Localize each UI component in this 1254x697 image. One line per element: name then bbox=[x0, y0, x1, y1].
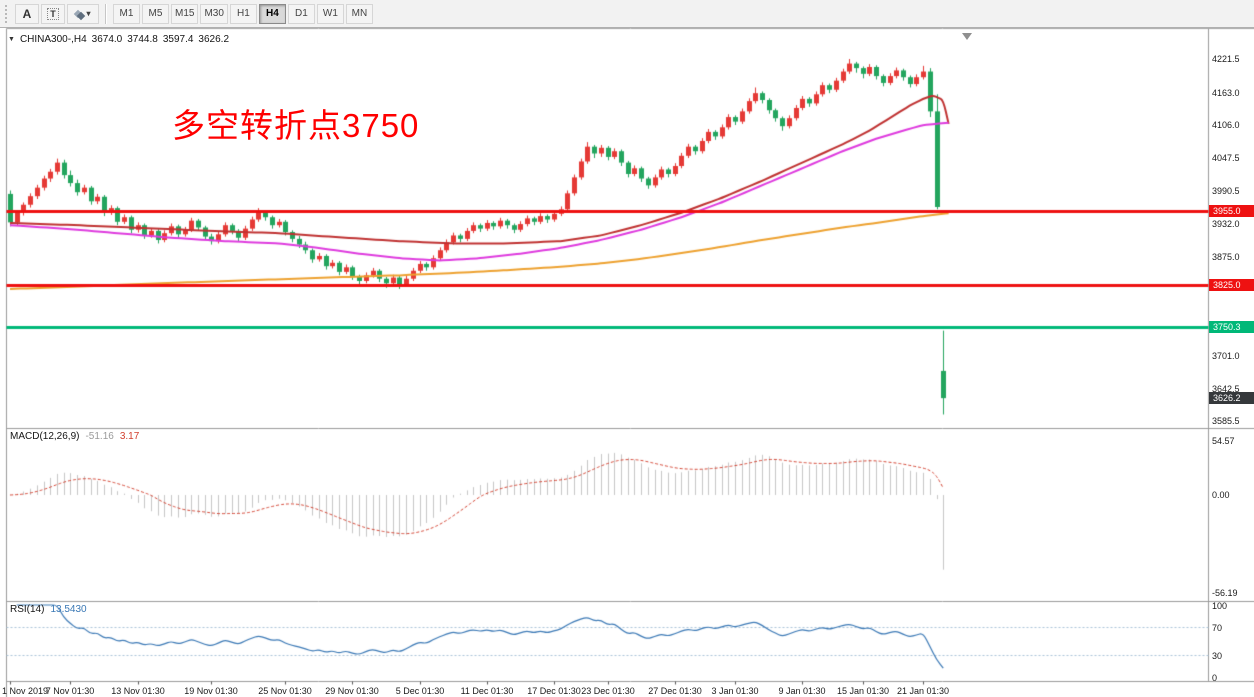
time-axis-label: 29 Nov 01:30 bbox=[325, 686, 379, 696]
chart-header: ▼ CHINA300-,H4 3674.0 3744.8 3597.4 3626… bbox=[8, 34, 229, 45]
macd-axis-label: -56.19 bbox=[1212, 588, 1238, 598]
symbol-period-label: CHINA300-,H4 bbox=[19, 34, 87, 45]
macd-value: -51.16 bbox=[85, 431, 114, 442]
rsi-axis-label: 30 bbox=[1212, 651, 1223, 661]
hline-price-tag: 3825.0 bbox=[1209, 279, 1254, 291]
price-axis-label: 3642.5 bbox=[1212, 384, 1240, 394]
macd-pane-label: MACD(12,26,9) -51.16 3.17 bbox=[10, 431, 139, 442]
rsi-value: 13.5430 bbox=[50, 604, 87, 615]
time-axis-label: 7 Nov 01:30 bbox=[45, 686, 95, 696]
hline-price-tag: 3750.3 bbox=[1209, 321, 1254, 333]
rsi-name: RSI(14) bbox=[10, 604, 45, 615]
chart-shift-marker-icon[interactable] bbox=[962, 33, 972, 40]
time-axis-label: 1 Nov 2019 bbox=[2, 686, 49, 696]
price-axis-label: 3932.0 bbox=[1212, 219, 1240, 229]
time-axis-label: 25 Nov 01:30 bbox=[258, 686, 312, 696]
ohlc-close: 3626.2 bbox=[198, 34, 230, 45]
time-axis-label: 9 Jan 01:30 bbox=[778, 686, 826, 696]
macd-signal-value: 3.17 bbox=[119, 431, 140, 442]
symbol-dropdown-icon[interactable]: ▼ bbox=[8, 36, 15, 43]
ohlc-high: 3744.8 bbox=[127, 34, 158, 45]
time-axis-label: 3 Jan 01:30 bbox=[711, 686, 759, 696]
rsi-axis-label: 70 bbox=[1212, 623, 1223, 633]
ohlc-open: 3674.0 bbox=[91, 34, 123, 45]
chart-text-annotation[interactable]: 多空转折点3750 bbox=[172, 107, 420, 144]
time-axis-label: 17 Dec 01:30 bbox=[527, 686, 581, 696]
price-axis-label: 3701.0 bbox=[1212, 351, 1240, 361]
macd-axis-label: 54.57 bbox=[1212, 436, 1235, 446]
price-axis-label: 3990.5 bbox=[1212, 186, 1240, 196]
time-axis-label: 13 Nov 01:30 bbox=[111, 686, 165, 696]
price-axis-label: 3585.5 bbox=[1212, 416, 1240, 426]
price-axis-label: 4163.0 bbox=[1212, 88, 1240, 98]
macd-axis-label: 0.00 bbox=[1212, 490, 1230, 500]
rsi-pane-label: RSI(14) 13.5430 bbox=[10, 604, 87, 615]
hline-price-tag: 3955.0 bbox=[1209, 205, 1254, 217]
time-axis-label: 21 Jan 01:30 bbox=[896, 686, 950, 696]
time-axis-label: 27 Dec 01:30 bbox=[648, 686, 702, 696]
rsi-axis-label: 0 bbox=[1212, 673, 1218, 683]
price-axis-label: 3875.0 bbox=[1212, 252, 1240, 262]
price-axis-label: 4047.5 bbox=[1212, 153, 1240, 163]
price-axis-label: 4221.5 bbox=[1212, 54, 1240, 64]
time-axis-label: 11 Dec 01:30 bbox=[460, 686, 514, 696]
time-axis-label: 23 Dec 01:30 bbox=[581, 686, 635, 696]
time-axis-label: 19 Nov 01:30 bbox=[184, 686, 238, 696]
rsi-axis-label: 100 bbox=[1212, 601, 1228, 611]
macd-name: MACD(12,26,9) bbox=[10, 431, 80, 442]
time-axis-label: 15 Jan 01:30 bbox=[836, 686, 890, 696]
price-axis-label: 4106.0 bbox=[1212, 120, 1240, 130]
ohlc-low: 3597.4 bbox=[162, 34, 194, 45]
current-price-tag: 3626.2 bbox=[1209, 392, 1254, 404]
time-axis-label: 5 Dec 01:30 bbox=[395, 686, 445, 696]
